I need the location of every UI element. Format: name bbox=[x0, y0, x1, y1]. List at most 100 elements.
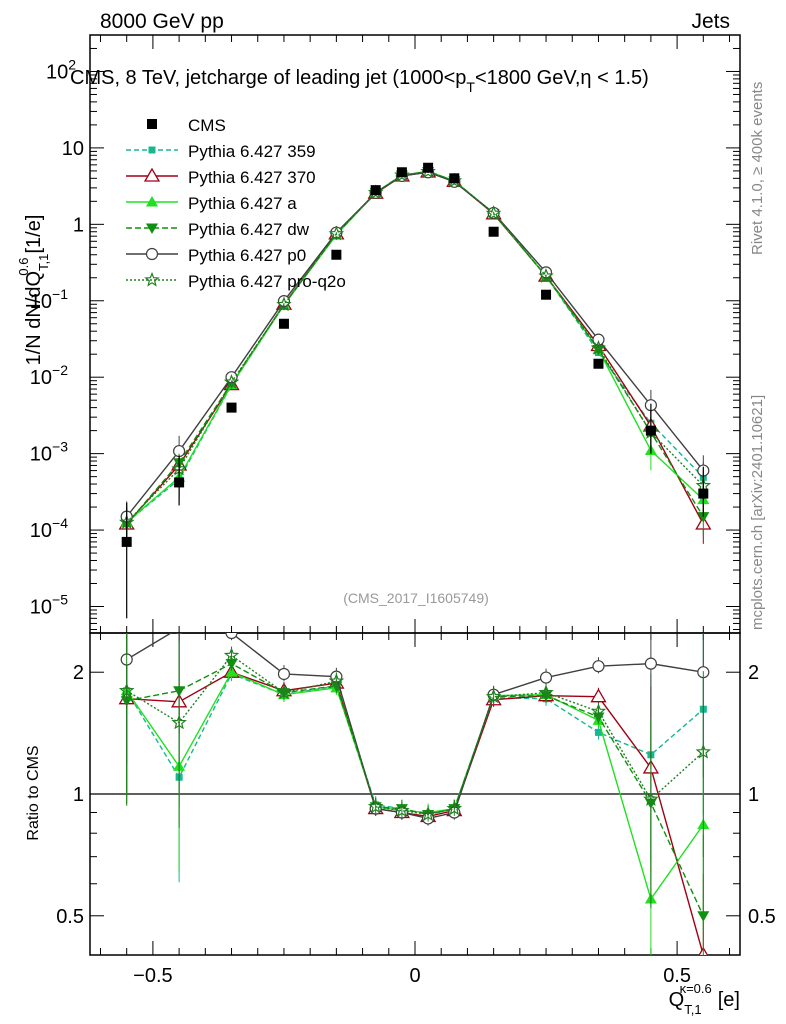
series-0-ratio-point bbox=[594, 728, 602, 736]
series-5-ratio-point bbox=[643, 791, 659, 806]
data-point bbox=[593, 358, 604, 369]
legend-label-1: Pythia 6.427 370 bbox=[188, 168, 316, 187]
x-tick-label: −0.5 bbox=[133, 965, 172, 987]
series-5-ratio-point bbox=[446, 800, 463, 816]
series-2-ratio-line bbox=[126, 671, 704, 901]
legend-marker-1 bbox=[143, 167, 161, 182]
data-point bbox=[698, 488, 709, 499]
series-5-point bbox=[485, 205, 502, 221]
analysis-id-label: (CMS_2017_I1605749) bbox=[343, 590, 489, 606]
mcplots-label: mcplots.cern.ch [arXiv:2401.10621] bbox=[749, 395, 766, 630]
data-point bbox=[226, 402, 237, 413]
y-tick-label: 10−2 bbox=[30, 362, 68, 389]
legend-marker-3 bbox=[146, 223, 158, 234]
series-5-ratio-point bbox=[367, 798, 384, 814]
series-1-ratio-point bbox=[590, 688, 607, 703]
ratio-axis-label: Ratio to CMS bbox=[25, 745, 42, 840]
series-4-ratio-point bbox=[539, 671, 553, 684]
series-4-ratio-point bbox=[644, 657, 657, 670]
series-3-line bbox=[126, 170, 704, 525]
legend-label-data: CMS bbox=[188, 116, 226, 135]
y-tick-label: 102 bbox=[46, 56, 76, 83]
legend-marker-5 bbox=[144, 271, 160, 287]
data-point bbox=[396, 167, 407, 178]
legend: CMS Pythia 6.427 359 Pythia 6.427 370 Pythi… bbox=[126, 116, 346, 291]
y-tick-label: 10−4 bbox=[30, 515, 68, 542]
series-3-ratio-line bbox=[126, 662, 704, 917]
y-axis-label: 1/N dN/dQT,10.6[1/e] bbox=[16, 215, 51, 366]
ratio-tick-label-right: 0.5 bbox=[748, 906, 776, 928]
legend-label-5: Pythia 6.427 pro-q2o bbox=[188, 272, 346, 291]
data-point bbox=[370, 185, 381, 196]
rivet-version-label: Rivet 4.1.0, ≥ 400k events bbox=[749, 82, 766, 255]
x-tick-label: 0.5 bbox=[663, 965, 691, 987]
ratio-tick-label-left: 0.5 bbox=[56, 906, 84, 928]
y-tick-label: 10−1 bbox=[30, 286, 68, 313]
series-5-ratio-point bbox=[276, 684, 292, 700]
chart-title: CMS, 8 TeV, jetcharge of leading jet (10… bbox=[70, 67, 649, 95]
y-tick-label: 10−5 bbox=[30, 591, 68, 618]
x-tick-label: 0 bbox=[409, 965, 420, 987]
series-5-point bbox=[538, 267, 554, 283]
series-5-ratio-point bbox=[485, 688, 502, 704]
legend-label-0: Pythia 6.427 359 bbox=[188, 142, 316, 161]
series-3-ratio-point bbox=[225, 659, 238, 670]
ratio-plot-layer bbox=[90, 633, 740, 955]
legend-label-3: Pythia 6.427 dw bbox=[188, 220, 310, 239]
series-4-point bbox=[277, 294, 291, 308]
ratio-tick-label-left: 1 bbox=[73, 784, 84, 806]
series-5-ratio-point bbox=[328, 673, 345, 688]
ratio-tick-label-right: 1 bbox=[748, 784, 759, 806]
series-5-ratio-point bbox=[118, 682, 135, 698]
series-5-point bbox=[328, 225, 345, 241]
header-left-label: 8000 GeV pp bbox=[100, 10, 224, 33]
data-point bbox=[278, 318, 289, 329]
y-tick-label: 10−3 bbox=[30, 439, 68, 466]
series-5-point bbox=[276, 296, 292, 312]
series-4-ratio-point bbox=[225, 633, 238, 640]
ratio-tick-label-left: 2 bbox=[73, 662, 84, 684]
data-point bbox=[645, 425, 656, 436]
data-point bbox=[331, 249, 342, 260]
data-point bbox=[449, 173, 460, 184]
series-4-ratio-point bbox=[175, 633, 183, 635]
series-5-ratio-point bbox=[590, 703, 607, 719]
legend-marker-2 bbox=[146, 196, 158, 207]
ratio-tick-label-right: 2 bbox=[748, 662, 759, 684]
x-axis-label: QT,1κ=0.6[e] bbox=[669, 981, 740, 1017]
legend-marker-0 bbox=[148, 146, 156, 154]
data-point bbox=[174, 477, 185, 488]
y-tick-label: 10 bbox=[62, 138, 84, 160]
series-3-point bbox=[697, 512, 710, 523]
data-point bbox=[541, 289, 552, 300]
data-point bbox=[121, 536, 132, 547]
legend-label-4: Pythia 6.427 p0 bbox=[188, 246, 306, 265]
legend-marker-4 bbox=[145, 247, 159, 261]
data-point bbox=[488, 226, 499, 237]
series-4-ratio-point bbox=[277, 667, 291, 681]
series-1-ratio-line bbox=[126, 671, 704, 955]
series-4-ratio-line bbox=[126, 633, 704, 820]
series-5-point bbox=[223, 374, 240, 389]
series-5-ratio-point bbox=[394, 802, 410, 818]
data-point bbox=[423, 162, 434, 173]
series-2-ratio-point bbox=[225, 666, 238, 677]
series-4-ratio-point bbox=[592, 660, 605, 673]
series-3-ratio-point bbox=[697, 911, 710, 922]
series-4-point bbox=[539, 266, 553, 279]
series-5-ratio-point bbox=[538, 684, 554, 700]
series-0-line bbox=[126, 170, 704, 523]
series-5-ratio-point bbox=[223, 647, 240, 663]
y-tick-label: 1 bbox=[73, 214, 84, 236]
legend-marker-data bbox=[147, 119, 157, 129]
series-5-ratio-line bbox=[126, 654, 704, 816]
main-plot-layer bbox=[118, 162, 712, 619]
series-5-ratio-point bbox=[171, 714, 187, 730]
legend-label-2: Pythia 6.427 a bbox=[188, 194, 297, 213]
header-right-label: Jets bbox=[691, 10, 730, 33]
series-5-ratio-point bbox=[695, 743, 712, 759]
series-5-ratio-point bbox=[420, 806, 436, 822]
series-5-point bbox=[590, 339, 607, 355]
series-4-line bbox=[126, 171, 704, 518]
